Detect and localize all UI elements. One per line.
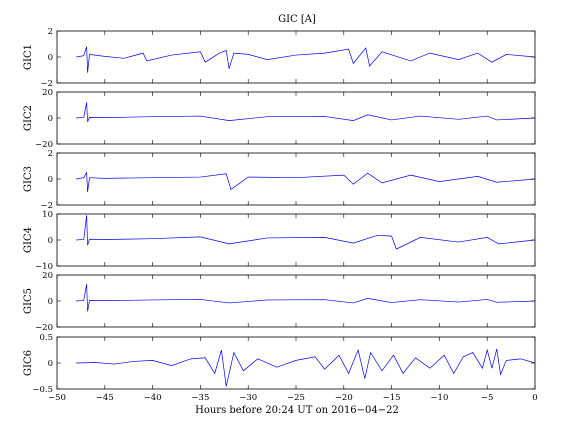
y-tick-label: 0 [48, 236, 53, 246]
panel-2: −20 0 20 GIC2 [23, 88, 536, 150]
x-tick-label: 0 [532, 393, 537, 403]
y-tick-label: −20 [35, 323, 53, 333]
panel-frame [56, 152, 536, 206]
series-line-gic5 [76, 284, 536, 312]
x-tick-label: −20 [335, 393, 353, 403]
y-tick-label: 0 [48, 359, 53, 369]
series-line-gic3 [76, 171, 536, 193]
y-axis-label-gic5: GIC5 [23, 288, 34, 314]
y-axis-label-gic6: GIC6 [23, 350, 34, 376]
panel-5: −20 0 20 GIC5 [23, 271, 536, 333]
y-axis-label-gic3: GIC3 [23, 166, 34, 192]
x-tick-label: −30 [239, 393, 257, 403]
chart-panels: −202GIC1−20020GIC2−202GIC3−10010GIC4−200… [23, 27, 538, 403]
x-tick-label: −45 [96, 393, 114, 403]
x-axis-label: Hours before 20:24 UT on 2016−04−22 [195, 405, 399, 416]
y-tick-label: −20 [35, 140, 53, 150]
series-line-gic1 [76, 46, 536, 73]
series-line-gic4 [76, 215, 536, 250]
y-tick-label: 0 [48, 175, 53, 185]
y-tick-label: 2 [48, 27, 53, 37]
y-tick-label: −10 [35, 262, 53, 272]
chart-title: GIC [A] [278, 14, 316, 25]
x-tick-label: −10 [430, 393, 448, 403]
x-tick-label: −15 [383, 393, 401, 403]
y-tick-label: 0.5 [39, 333, 53, 343]
x-tick-label: −35 [191, 393, 209, 403]
series-line-gic6 [76, 348, 536, 387]
y-axis-label-gic4: GIC4 [23, 227, 34, 253]
y-tick-label: 20 [42, 271, 53, 281]
panel-4: −10 0 10 GIC4 [23, 210, 536, 272]
y-tick-label: −0.5 [32, 385, 53, 395]
series-line-gic2 [76, 102, 536, 123]
y-tick-label: −2 [40, 79, 53, 89]
x-tick-label: −5 [481, 393, 494, 403]
y-tick-label: 2 [48, 149, 53, 159]
panel-1: −2 0 2 GIC1 [23, 27, 536, 89]
y-axis-label-gic2: GIC2 [23, 105, 34, 131]
x-tick-label: −40 [144, 393, 162, 403]
y-tick-label: 0 [48, 114, 53, 124]
panel-3: −2 0 2 GIC3 [23, 149, 536, 211]
y-tick-label: 0 [48, 297, 53, 307]
panel-frame [56, 336, 536, 390]
y-tick-label: 0 [48, 53, 53, 63]
y-tick-label: −2 [40, 201, 53, 211]
y-tick-label: 10 [42, 210, 53, 220]
x-tick-label: −50 [48, 393, 66, 403]
panel-frame [56, 213, 536, 267]
x-tick-label: −25 [287, 393, 305, 403]
y-axis-label-gic1: GIC1 [23, 44, 34, 70]
y-tick-label: 20 [42, 88, 53, 98]
panel-frame [56, 274, 536, 328]
panel-frame [56, 91, 536, 145]
